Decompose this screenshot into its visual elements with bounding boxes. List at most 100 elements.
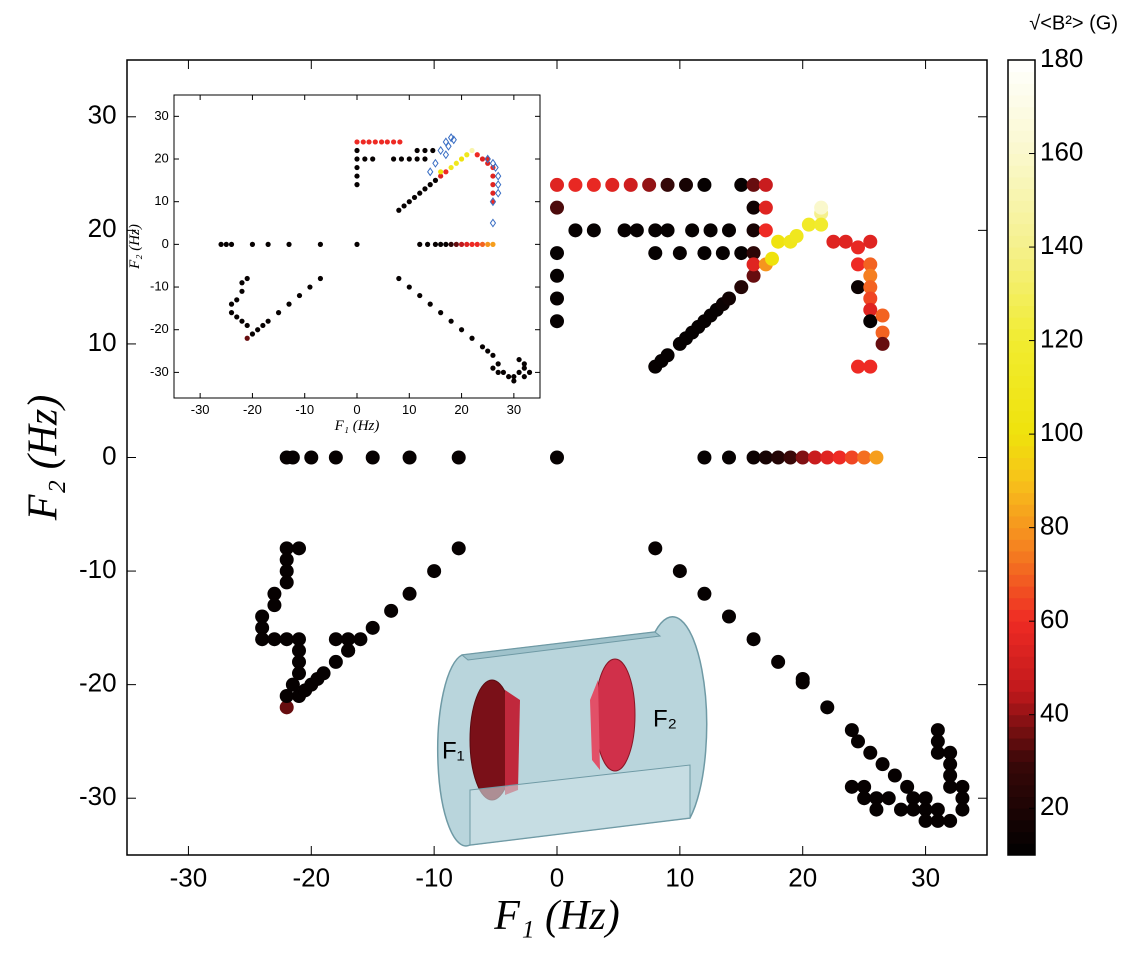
x-tick-label: -20 — [292, 863, 330, 893]
cylinder-illustration: F₁ F₂ — [436, 616, 708, 847]
data-point — [851, 240, 865, 255]
data-point — [406, 199, 412, 205]
data-point — [438, 173, 444, 179]
data-point — [285, 677, 300, 692]
data-point — [844, 450, 859, 465]
data-point — [296, 292, 303, 299]
colorbar-band — [1008, 784, 1035, 798]
data-point — [485, 348, 491, 354]
data-point — [943, 745, 958, 760]
data-point — [765, 251, 779, 266]
colorbar-band — [1008, 176, 1035, 190]
x-tick-label: 10 — [402, 402, 416, 417]
data-point — [479, 156, 486, 162]
data-point — [930, 802, 945, 817]
data-point — [328, 654, 343, 669]
data-point — [427, 564, 442, 579]
data-point — [697, 177, 712, 192]
data-point — [286, 241, 292, 247]
data-point — [887, 768, 902, 783]
data-point — [844, 723, 859, 738]
y-tick-label: 30 — [154, 108, 168, 123]
data-point — [279, 564, 294, 579]
data-point — [511, 378, 517, 384]
data-point — [863, 257, 878, 272]
x-tick-label: 0 — [550, 863, 564, 893]
data-point — [875, 325, 890, 340]
data-point — [438, 241, 444, 247]
colorbar-band — [1008, 247, 1035, 260]
data-point — [516, 369, 522, 375]
data-point — [401, 203, 407, 209]
data-point — [366, 139, 372, 145]
colorbar-band — [1008, 492, 1035, 505]
data-point — [863, 280, 878, 295]
data-point — [285, 450, 300, 465]
data-point — [672, 564, 687, 579]
data-point — [432, 177, 439, 183]
y-tick-label: -30 — [79, 781, 117, 811]
colorbar-band — [1008, 211, 1035, 225]
data-point — [249, 331, 256, 337]
colorbar-band — [1008, 574, 1035, 587]
data-point — [851, 280, 865, 295]
colorbar-band — [1008, 235, 1035, 248]
data-point — [490, 365, 496, 371]
colorbar-band — [1008, 761, 1035, 774]
data-point — [265, 318, 271, 324]
x-tick-label: -20 — [243, 402, 262, 417]
data-point — [422, 156, 428, 162]
data-point — [430, 147, 436, 154]
data-point — [328, 632, 343, 647]
data-point — [820, 450, 835, 465]
colorbar-band — [1008, 60, 1035, 73]
colorbar-band — [1008, 703, 1035, 716]
annotation: F₂ — [653, 705, 677, 732]
colorbar-tick-label: 180 — [1040, 43, 1083, 73]
data-point — [746, 268, 761, 283]
data-point — [228, 310, 235, 316]
colorbar-band — [1008, 352, 1035, 365]
colorbar-tick-label: 160 — [1040, 136, 1083, 166]
data-point — [814, 217, 829, 232]
data-point — [490, 173, 496, 179]
data-point — [398, 156, 405, 162]
data-point — [746, 632, 761, 647]
data-point — [279, 689, 294, 703]
data-point — [857, 450, 872, 465]
data-point — [384, 139, 390, 145]
colorbar-band — [1008, 118, 1035, 131]
data-point — [239, 280, 245, 286]
data-point — [292, 666, 306, 681]
data-point — [746, 177, 761, 192]
colorbar-band — [1008, 551, 1035, 564]
data-point — [372, 139, 378, 145]
data-point — [869, 791, 884, 806]
data-point — [875, 757, 890, 772]
data-point — [378, 139, 385, 145]
data-point — [255, 620, 270, 635]
data-point — [795, 675, 810, 690]
data-point — [918, 813, 933, 828]
data-point — [851, 359, 865, 374]
data-point — [317, 241, 323, 247]
data-point — [930, 745, 945, 760]
data-point — [414, 156, 420, 162]
data-point — [820, 700, 835, 715]
data-point — [894, 802, 908, 817]
data-point — [930, 723, 945, 738]
y-tick-label: -10 — [150, 278, 169, 293]
data-point — [521, 374, 527, 380]
colorbar-frame — [1007, 59, 1036, 856]
data-point — [464, 241, 470, 247]
colorbar-band — [1008, 738, 1035, 751]
x-tick-label: -30 — [191, 402, 210, 417]
data-point — [869, 450, 884, 465]
data-point — [586, 223, 601, 238]
data-point — [703, 223, 718, 238]
diamond-point — [447, 133, 455, 143]
data-point — [746, 200, 761, 215]
data-point — [746, 450, 761, 465]
data-point — [617, 223, 632, 238]
data-point — [826, 234, 841, 249]
